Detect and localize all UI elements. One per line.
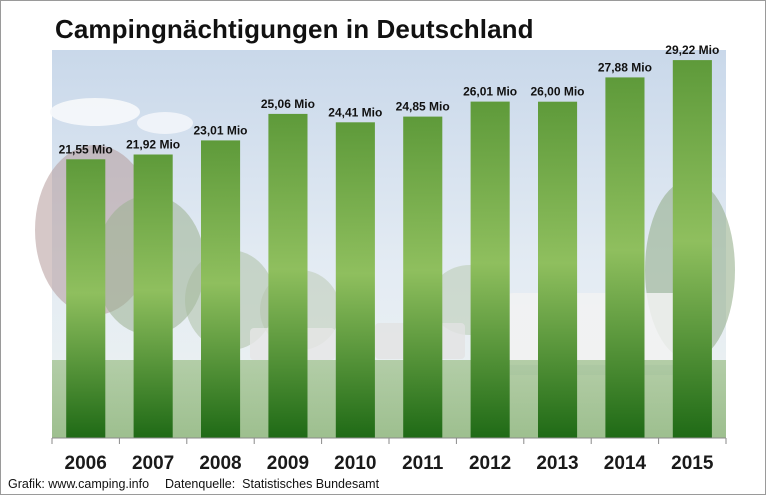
category-label-2008: 2008 bbox=[199, 453, 241, 474]
data-label-2012: 26,01 Mio bbox=[463, 85, 517, 99]
data-label-2014: 27,88 Mio bbox=[598, 60, 652, 74]
data-label-2010: 24,41 Mio bbox=[328, 105, 382, 119]
category-label-2006: 2006 bbox=[65, 453, 107, 474]
category-label-2012: 2012 bbox=[469, 453, 511, 474]
bar-2013 bbox=[538, 101, 578, 438]
category-label-2010: 2010 bbox=[334, 453, 376, 474]
data-label-2008: 23,01 Mio bbox=[193, 123, 247, 137]
bar-2009 bbox=[268, 113, 308, 439]
category-label-2015: 2015 bbox=[671, 453, 714, 474]
footer-credit: Grafik: www.camping.info bbox=[8, 477, 150, 491]
category-label-2009: 2009 bbox=[267, 453, 309, 474]
data-label-2007: 21,92 Mio bbox=[126, 138, 180, 152]
category-label-2014: 2014 bbox=[604, 453, 647, 474]
bar-2012 bbox=[470, 101, 510, 438]
data-label-2011: 24,85 Mio bbox=[396, 100, 450, 114]
bar-2014 bbox=[605, 77, 645, 439]
bar-2007 bbox=[133, 154, 173, 438]
bar-2008 bbox=[201, 140, 241, 438]
footer-source: Grafik: www.camping.info Datenquelle: Sta… bbox=[8, 477, 379, 491]
category-label-2007: 2007 bbox=[132, 453, 174, 474]
data-label-2013: 26,00 Mio bbox=[530, 85, 584, 99]
footer-data-source: Datenquelle: Statistisches Bundesamt bbox=[165, 477, 380, 491]
bar-2010 bbox=[335, 122, 375, 439]
data-label-2015: 29,22 Mio bbox=[665, 43, 719, 57]
data-label-2009: 25,06 Mio bbox=[261, 97, 315, 111]
data-label-2006: 21,55 Mio bbox=[59, 142, 113, 156]
chart-title: Campingnächtigungen in Deutschland bbox=[55, 14, 534, 44]
bar-2015 bbox=[672, 60, 712, 438]
category-label-2011: 2011 bbox=[402, 453, 444, 474]
bar-2006 bbox=[66, 159, 106, 439]
bar-2011 bbox=[403, 116, 443, 438]
category-label-2013: 2013 bbox=[536, 453, 578, 474]
